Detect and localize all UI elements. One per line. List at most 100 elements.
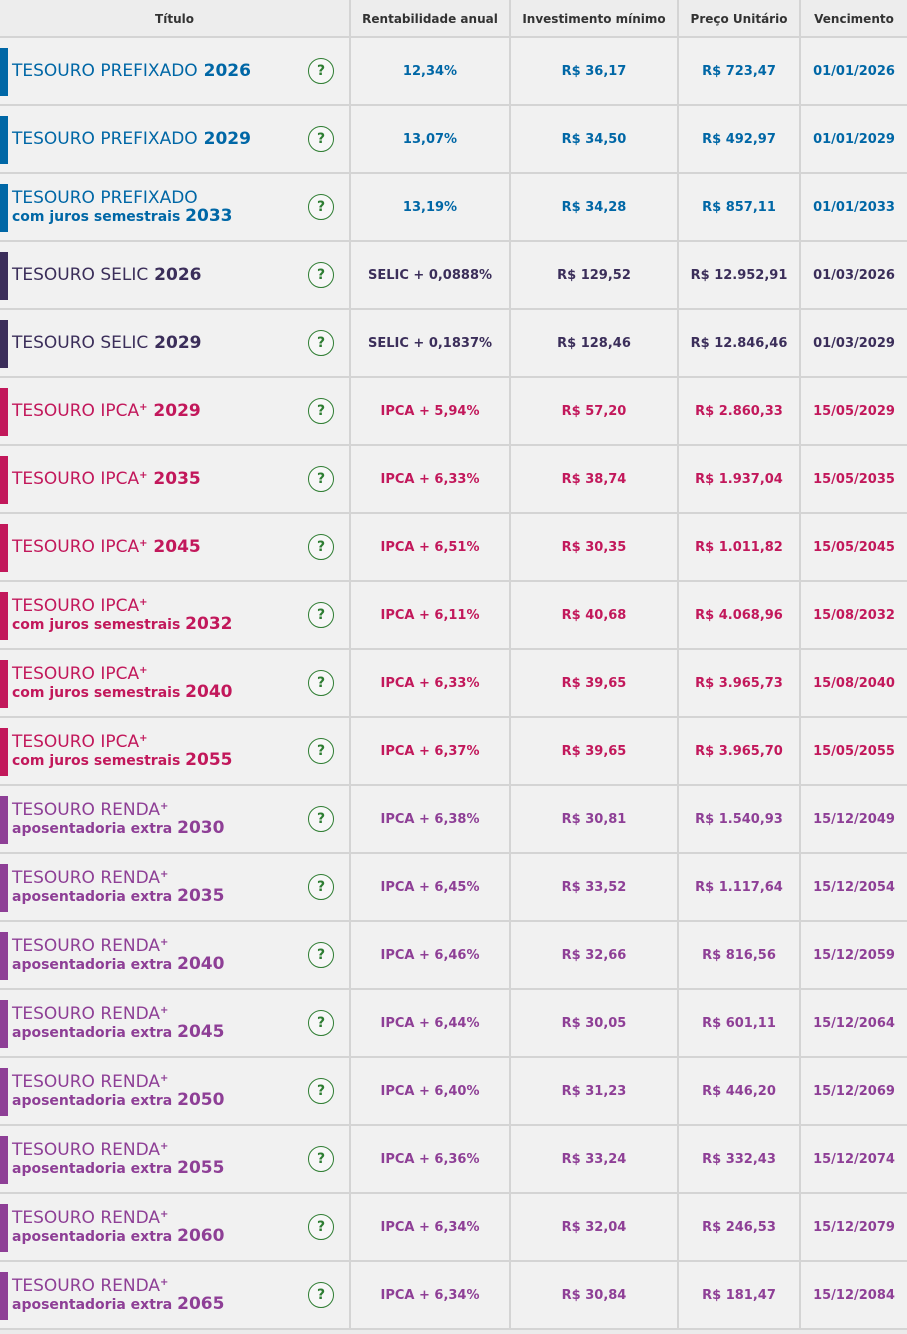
bond-title[interactable]: TESOURO RENDA+ aposentadoria extra 2055 xyxy=(12,1140,292,1178)
bond-year: 2035 xyxy=(153,469,201,489)
vencimento-cell: 15/12/2084 xyxy=(813,1287,895,1303)
help-icon[interactable]: ? xyxy=(308,806,334,832)
table-row[interactable]: TESOURO IPCA+ 2029? IPCA + 5,94% R$ 57,20 R… xyxy=(0,378,907,446)
help-icon[interactable]: ? xyxy=(308,194,334,220)
help-icon[interactable]: ? xyxy=(308,330,334,356)
vencimento-cell: 01/01/2026 xyxy=(813,63,895,79)
rentabilidade-cell: 12,34% xyxy=(351,38,511,104)
table-row[interactable]: TESOURO RENDA+ aposentadoria extra 2050? I… xyxy=(0,1058,907,1126)
table-row[interactable]: TESOURO RENDA+ aposentadoria extra 2055? I… xyxy=(0,1126,907,1194)
help-icon[interactable]: ? xyxy=(308,1010,334,1036)
investimento-cell: R$ 40,68 xyxy=(511,582,679,648)
preco-cell: R$ 2.860,33 xyxy=(679,378,801,444)
bond-title[interactable]: TESOURO SELIC 2029 xyxy=(12,333,292,353)
help-icon[interactable]: ? xyxy=(308,466,334,492)
table-row[interactable]: TESOURO RENDA+ aposentadoria extra 2030? I… xyxy=(0,786,907,854)
table-row[interactable]: TESOURO IPCA+ com juros semestrais 2055? I… xyxy=(0,718,907,786)
bond-name: TESOURO RENDA xyxy=(12,1276,161,1296)
investimento-cell: R$ 36,17 xyxy=(511,38,679,104)
table-row[interactable]: TESOURO IPCA+ com juros semestrais 2040? I… xyxy=(0,650,907,718)
help-icon[interactable]: ? xyxy=(308,670,334,696)
help-icon[interactable]: ? xyxy=(308,534,334,560)
vencimento-cell: 15/12/2069 xyxy=(813,1083,895,1099)
plus-sign: + xyxy=(139,402,148,413)
table-row[interactable]: TESOURO PREFIXADO 2029? 13,07% R$ 34,50 R$ … xyxy=(0,106,907,174)
bond-name: TESOURO SELIC xyxy=(12,265,149,285)
bond-subtitle: aposentadoria extra xyxy=(12,821,173,837)
table-row[interactable]: TESOURO SELIC 2029? SELIC + 0,1837% R$ 128… xyxy=(0,310,907,378)
table-row[interactable]: TESOURO RENDA+ aposentadoria extra 2040? I… xyxy=(0,922,907,990)
help-icon[interactable]: ? xyxy=(308,1214,334,1240)
vencimento-cell: 01/01/2029 xyxy=(813,131,895,147)
group-color-bar xyxy=(0,1000,8,1048)
help-icon[interactable]: ? xyxy=(308,874,334,900)
header-preco: Preço Unitário xyxy=(679,0,801,36)
bond-title[interactable]: TESOURO IPCA+ 2045 xyxy=(12,537,292,557)
bond-title[interactable]: TESOURO RENDA+ aposentadoria extra 2050 xyxy=(12,1072,292,1110)
group-color-bar xyxy=(0,1204,8,1252)
bond-name: TESOURO IPCA xyxy=(12,732,140,752)
help-icon[interactable]: ? xyxy=(308,398,334,424)
help-icon[interactable]: ? xyxy=(308,1146,334,1172)
bond-title[interactable]: TESOURO RENDA+ aposentadoria extra 2040 xyxy=(12,936,292,974)
help-icon[interactable]: ? xyxy=(308,58,334,84)
table-row[interactable]: TESOURO SELIC 2026? SELIC + 0,0888% R$ 129… xyxy=(0,242,907,310)
bond-title[interactable]: TESOURO IPCA+ com juros semestrais 2055 xyxy=(12,732,292,770)
bond-title[interactable]: TESOURO RENDA+ aposentadoria extra 2045 xyxy=(12,1004,292,1042)
bond-subtitle: com juros semestrais xyxy=(12,685,181,701)
titulo-cell: TESOURO IPCA+ 2045? xyxy=(0,514,351,580)
rentabilidade-cell: IPCA + 6,46% xyxy=(351,922,511,988)
bond-name: TESOURO PREFIXADO xyxy=(12,188,198,208)
bond-title[interactable]: TESOURO RENDA+ aposentadoria extra 2060 xyxy=(12,1208,292,1246)
bond-title[interactable]: TESOURO RENDA+ aposentadoria extra 2035 xyxy=(12,868,292,906)
help-icon[interactable]: ? xyxy=(308,738,334,764)
investimento-cell: R$ 57,20 xyxy=(511,378,679,444)
plus-sign: + xyxy=(160,869,169,880)
table-row[interactable]: TESOURO IPCA+ 2045? IPCA + 6,51% R$ 30,35 R… xyxy=(0,514,907,582)
bond-title[interactable]: TESOURO PREFIXADO 2026 xyxy=(12,61,292,81)
table-row[interactable]: TESOURO IPCA+ 2035? IPCA + 6,33% R$ 38,74 R… xyxy=(0,446,907,514)
group-color-bar xyxy=(0,864,8,912)
group-color-bar xyxy=(0,524,8,572)
help-icon[interactable]: ? xyxy=(308,1078,334,1104)
bond-title[interactable]: TESOURO RENDA+ aposentadoria extra 2065 xyxy=(12,1276,292,1314)
bond-title[interactable]: TESOURO IPCA+ com juros semestrais 2032 xyxy=(12,596,292,634)
bond-title[interactable]: TESOURO IPCA+ 2035 xyxy=(12,469,292,489)
help-icon[interactable]: ? xyxy=(308,126,334,152)
table-row[interactable]: TESOURO IPCA+ com juros semestrais 2032? I… xyxy=(0,582,907,650)
rentabilidade-cell: IPCA + 6,11% xyxy=(351,582,511,648)
help-icon[interactable]: ? xyxy=(308,942,334,968)
help-icon[interactable]: ? xyxy=(308,262,334,288)
investimento-cell: R$ 128,46 xyxy=(511,310,679,376)
bond-title[interactable]: TESOURO PREFIXADO com juros semestrais 20… xyxy=(12,188,292,226)
bond-title[interactable]: TESOURO RENDA+ aposentadoria extra 2030 xyxy=(12,800,292,838)
rentabilidade-cell: IPCA + 6,40% xyxy=(351,1058,511,1124)
bond-title[interactable]: TESOURO IPCA+ com juros semestrais 2040 xyxy=(12,664,292,702)
bond-subtitle-line: aposentadoria extra 2030 xyxy=(12,820,292,838)
table-row[interactable]: TESOURO RENDA+ aposentadoria extra 2045? I… xyxy=(0,990,907,1058)
table-row[interactable]: TESOURO PREFIXADO com juros semestrais 20… xyxy=(0,174,907,242)
investimento-cell: R$ 34,28 xyxy=(511,174,679,240)
bond-name-line: TESOURO RENDA+ xyxy=(12,1208,292,1228)
plus-sign: + xyxy=(160,937,169,948)
preco-cell: R$ 181,47 xyxy=(679,1262,801,1328)
group-color-bar xyxy=(0,48,8,96)
table-row[interactable]: TESOURO RENDA+ aposentadoria extra 2060? I… xyxy=(0,1194,907,1262)
table-row[interactable]: TESOURO RENDA+ aposentadoria extra 2065? I… xyxy=(0,1262,907,1330)
bond-title[interactable]: TESOURO IPCA+ 2029 xyxy=(12,401,292,421)
bond-subtitle-line: aposentadoria extra 2045 xyxy=(12,1024,292,1042)
investimento-cell: R$ 129,52 xyxy=(511,242,679,308)
group-color-bar xyxy=(0,252,8,300)
help-icon[interactable]: ? xyxy=(308,1282,334,1308)
bond-title[interactable]: TESOURO PREFIXADO 2029 xyxy=(12,129,292,149)
help-icon[interactable]: ? xyxy=(308,602,334,628)
plus-sign: + xyxy=(160,1005,169,1016)
table-row[interactable]: TESOURO PREFIXADO 2026? 12,34% R$ 36,17 R$ … xyxy=(0,38,907,106)
preco-cell: R$ 246,53 xyxy=(679,1194,801,1260)
bond-name-line: TESOURO RENDA+ xyxy=(12,936,292,956)
group-color-bar xyxy=(0,320,8,368)
table-row[interactable]: TESOURO RENDA+ aposentadoria extra 2035? I… xyxy=(0,854,907,922)
bond-title[interactable]: TESOURO SELIC 2026 xyxy=(12,265,292,285)
bond-name-line: TESOURO SELIC 2029 xyxy=(12,333,292,353)
group-color-bar xyxy=(0,660,8,708)
